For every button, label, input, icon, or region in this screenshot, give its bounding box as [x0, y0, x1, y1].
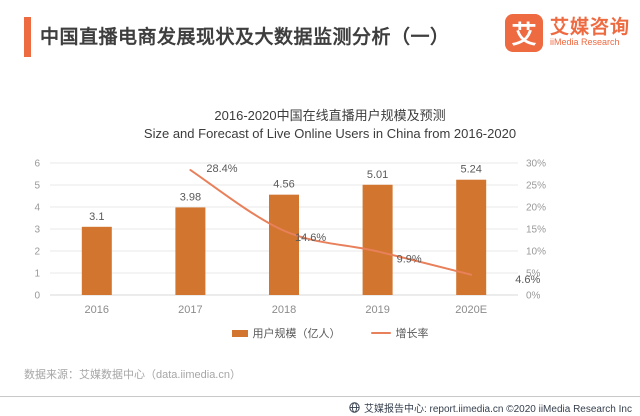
combo-chart: 0 1 2 3 4 5 6 0% 5% 10% 15% 20% 25% 30% 2016 2017 2018 20… — [34, 159, 546, 317]
left-axis-tick: 4 — [34, 203, 40, 214]
left-axis-tick: 3 — [34, 225, 40, 236]
footer-text: 艾媒报告中心: report.iimedia.cn ©2020 iiMedia … — [363, 404, 632, 415]
iimedia-logo-icon: 艾 — [504, 14, 543, 52]
legend-label-users: 用户规模（亿人） — [252, 328, 341, 340]
left-axis-tick: 0 — [34, 291, 40, 302]
page-title: 中国直播电商发展现状及大数据监测分析（一） — [40, 27, 450, 48]
line-value-label: 4.6% — [515, 274, 540, 286]
chart-title-cn: 2016-2020中国在线直播用户规模及预测 — [214, 108, 446, 123]
x-axis-label: 2020E — [455, 304, 487, 316]
bar-2017 — [175, 207, 206, 295]
bar-2020E — [456, 179, 487, 295]
bar-series-swatch — [231, 329, 248, 337]
line-value-label: 9.9% — [397, 253, 422, 265]
footer-divider — [0, 396, 640, 397]
right-axis-tick: 20% — [526, 203, 546, 214]
right-axis-tick: 25% — [526, 181, 546, 192]
right-axis-tick: 5% — [526, 269, 541, 280]
left-axis-tick: 1 — [34, 269, 40, 280]
right-axis-tick: 30% — [526, 159, 546, 170]
line-series-swatch — [370, 332, 391, 334]
left-axis-tick: 2 — [34, 247, 40, 258]
bar-value-label: 5.01 — [367, 169, 388, 181]
right-axis-tick: 15% — [526, 225, 546, 236]
chart-title-block: 2016-2020中国在线直播用户规模及预测 Size and Forecast… — [20, 105, 640, 141]
logo-text: 艾媒咨询 iiMedia Research — [550, 18, 630, 47]
left-axis-tick: 6 — [34, 159, 40, 170]
x-axis-label: 2017 — [178, 304, 202, 316]
data-source-note: 数据来源：艾媒数据中心（data.iimedia.cn） — [24, 369, 241, 381]
bar-value-label: 4.56 — [273, 179, 294, 191]
line-value-label: 28.4% — [206, 163, 237, 175]
x-axis-label: 2018 — [272, 304, 296, 316]
x-axis-label: 2016 — [85, 304, 109, 316]
legend-item-users: 用户规模（亿人） — [231, 325, 341, 341]
x-axis-label: 2019 — [365, 304, 389, 316]
legend-item-growth: 增长率 — [370, 325, 429, 341]
bar-value-label: 3.98 — [180, 191, 201, 203]
footer: 艾媒报告中心: report.iimedia.cn ©2020 iiMedia … — [349, 400, 632, 415]
logo-name-cn: 艾媒咨询 — [549, 17, 630, 39]
bar-2019 — [362, 184, 393, 295]
line-value-label: 14.6% — [295, 232, 326, 244]
logo-name-en: iiMedia Research — [549, 37, 620, 48]
chart-legend: 用户规模（亿人） 增长率 — [20, 325, 640, 341]
bar-2016 — [81, 226, 112, 295]
title-accent-bar — [24, 17, 31, 57]
right-axis-tick: 10% — [526, 247, 546, 258]
bar-value-label: 3.1 — [89, 211, 104, 223]
right-axis-tick: 0% — [526, 291, 541, 302]
left-axis-tick: 5 — [34, 181, 40, 192]
chart-title-en: Size and Forecast of Live Online Users i… — [143, 126, 517, 141]
growth-rate-line — [189, 169, 473, 276]
globe-icon — [349, 402, 360, 413]
legend-label-growth: 增长率 — [395, 328, 429, 340]
bar-2018 — [269, 194, 299, 295]
bar-value-label: 5.24 — [460, 164, 481, 176]
iimedia-logo: 艾 艾媒咨询 iiMedia Research — [504, 14, 630, 52]
